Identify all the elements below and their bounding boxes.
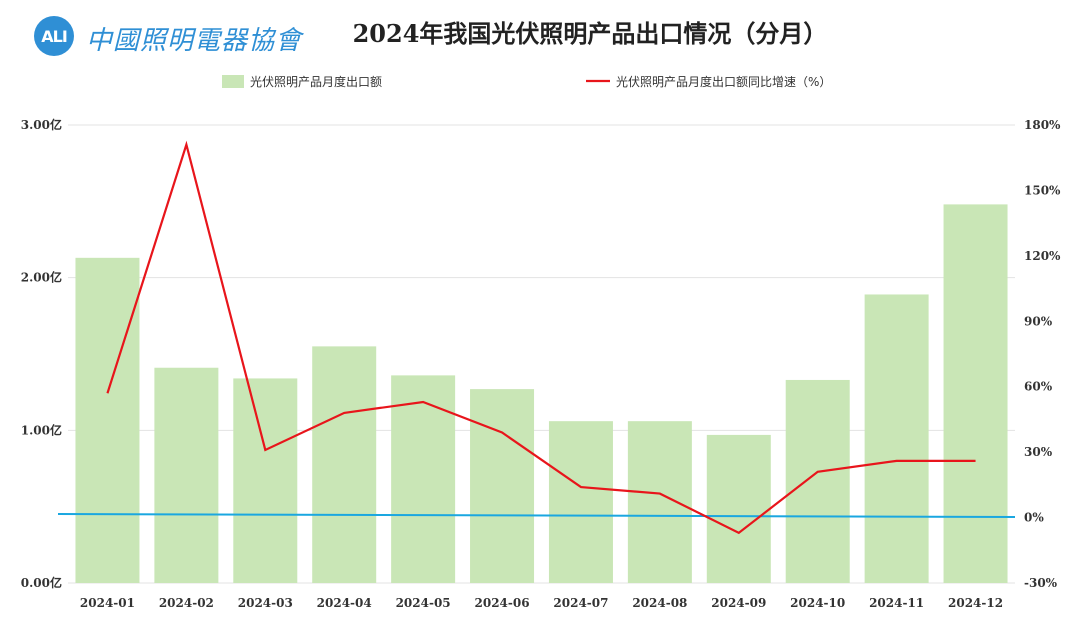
left-tick-label: 3.00亿 xyxy=(21,117,62,132)
x-tick-label: 2024-12 xyxy=(948,596,1003,610)
left-tick-label: 2.00亿 xyxy=(21,270,62,285)
logo: ALI 中國照明電器協會 xyxy=(10,8,301,56)
legend-line-label: 光伏照明产品月度出口额同比增速（%） xyxy=(616,74,831,89)
x-tick-label: 2024-04 xyxy=(317,596,372,610)
x-tick-label: 2024-11 xyxy=(869,596,924,610)
bar-2024-01 xyxy=(75,257,140,583)
bar-2024-04 xyxy=(312,346,377,583)
legend-bar-label: 光伏照明产品月度出口额 xyxy=(250,74,382,89)
bar-2024-08 xyxy=(627,421,692,583)
x-axis-ticks: 2024-01 2024-02 2024-03 2024-04 2024-05 2024-… xyxy=(80,596,1003,610)
grid-lines xyxy=(68,124,1015,584)
legend-bar-swatch xyxy=(222,75,244,88)
bar-2024-12 xyxy=(943,204,1008,584)
chart-title: 2024年我国光伏照明产品出口情况（分月） xyxy=(352,19,828,48)
logo-badge: ALI xyxy=(34,16,74,56)
right-axis-ticks: -30% 0% 30% 60% 90% 120% 150% 180% xyxy=(1024,118,1061,590)
left-tick-label: 1.00亿 xyxy=(21,422,62,437)
right-tick-label: 90% xyxy=(1024,314,1053,328)
x-tick-label: 2024-05 xyxy=(396,596,451,610)
right-tick-label: 0% xyxy=(1024,511,1044,525)
x-tick-label: 2024-08 xyxy=(632,596,687,610)
legend: 光伏照明产品月度出口额 光伏照明产品月度出口额同比增速（%） xyxy=(222,74,831,89)
bar-2024-05 xyxy=(391,375,456,583)
right-tick-label: -30% xyxy=(1024,576,1058,590)
left-axis-ticks: 0.00亿 1.00亿 2.00亿 3.00亿 xyxy=(21,117,62,590)
bar-2024-03 xyxy=(233,378,298,583)
bar-2024-07 xyxy=(548,421,613,583)
bar-2024-09 xyxy=(706,434,771,583)
x-tick-label: 2024-07 xyxy=(553,596,608,610)
x-tick-label: 2024-10 xyxy=(790,596,845,610)
x-tick-label: 2024-09 xyxy=(711,596,766,610)
right-tick-label: 60% xyxy=(1024,380,1053,394)
bar-2024-10 xyxy=(785,379,850,583)
bar-2024-02 xyxy=(154,367,219,583)
right-tick-label: 180% xyxy=(1024,118,1061,132)
logo-text: 中國照明電器協會 xyxy=(86,26,303,56)
bar-2024-11 xyxy=(864,294,929,583)
x-tick-label: 2024-02 xyxy=(159,596,214,610)
x-tick-label: 2024-01 xyxy=(80,596,135,610)
right-tick-label: 120% xyxy=(1024,249,1061,263)
x-tick-label: 2024-06 xyxy=(475,596,530,610)
left-tick-label: 0.00亿 xyxy=(21,575,62,590)
zero-percent-line xyxy=(57,513,1016,518)
x-tick-label: 2024-03 xyxy=(238,596,293,610)
growth-rate-line xyxy=(106,140,976,535)
bar-2024-06 xyxy=(470,389,535,583)
right-tick-label: 150% xyxy=(1024,183,1061,197)
right-tick-label: 30% xyxy=(1024,445,1053,459)
bar-series xyxy=(75,204,1008,584)
